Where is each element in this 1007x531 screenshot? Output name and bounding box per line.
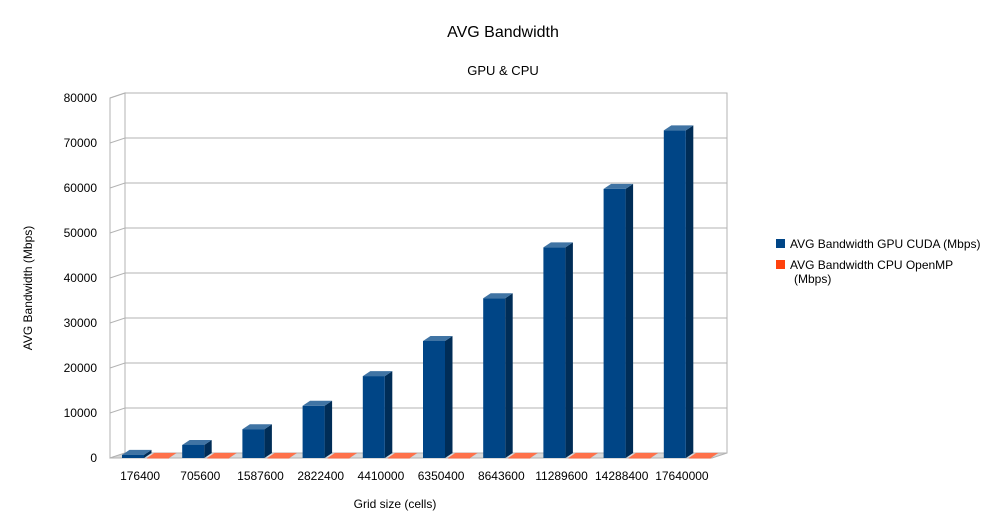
x-tick-label: 11289600 (535, 469, 588, 483)
gpu-bar (483, 293, 513, 458)
y-tick-label: 10000 (64, 406, 98, 420)
cpu-bar (628, 452, 659, 459)
legend-label: AVG Bandwidth GPU CUDA (Mbps) (790, 237, 981, 251)
x-tick-label: 14288400 (595, 469, 649, 483)
cpu-bar (508, 452, 538, 459)
y-axis-title: AVG Bandwidth (Mbps) (21, 226, 35, 351)
chart-subtitle: GPU & CPU (467, 63, 539, 78)
gridline (109, 317, 727, 324)
cpu-bar (387, 452, 418, 459)
y-tick-label: 30000 (64, 316, 98, 330)
legend-swatch (776, 260, 785, 269)
legend-label: AVG Bandwidth CPU OpenMP (Mbps) (790, 258, 953, 286)
x-tick-label: 705600 (180, 469, 220, 483)
y-tick-label: 20000 (64, 361, 98, 375)
gpu-bar (122, 449, 152, 458)
gpu-bar (663, 125, 694, 459)
gridline (109, 362, 727, 369)
y-tick-label: 70000 (64, 136, 98, 150)
y-tick-label: 40000 (64, 271, 98, 285)
gridline (109, 272, 727, 279)
x-tick-label: 1587600 (237, 469, 284, 483)
plot-area: 0 10000 20000 30000 40000 50000 60000 70000 8000… (64, 91, 728, 483)
x-tick-label: 2822400 (297, 469, 344, 483)
gridline (109, 92, 727, 99)
x-tick-label: 8643600 (478, 469, 525, 483)
gpu-bar (302, 400, 333, 458)
gpu-bar (182, 439, 212, 458)
gridline (109, 182, 727, 189)
gridline (109, 227, 727, 234)
cpu-bar (688, 452, 719, 459)
gpu-bar (423, 336, 453, 458)
x-tick-label: 17640000 (655, 469, 709, 483)
legend-swatch (776, 239, 785, 248)
gpu-bar (603, 183, 634, 458)
y-tick-label: 80000 (64, 91, 98, 105)
gpu-bar (242, 424, 272, 458)
x-tick-label: 176400 (120, 469, 160, 483)
y-tick-label: 50000 (64, 226, 98, 240)
y-tick-label: 60000 (64, 181, 98, 195)
gridline (109, 407, 727, 414)
cpu-bar (267, 452, 297, 459)
legend: AVG Bandwidth GPU CUDA (Mbps) AVG Bandwid… (776, 237, 981, 286)
cpu-bar (147, 452, 177, 459)
gpu-bar (362, 371, 393, 458)
legend-item: AVG Bandwidth CPU OpenMP (Mbps) (776, 258, 953, 286)
legend-item: AVG Bandwidth GPU CUDA (Mbps) (776, 237, 981, 251)
x-tick-label: 6350400 (418, 469, 465, 483)
cpu-bar (448, 452, 478, 459)
y-tick-label: 0 (90, 451, 97, 465)
gpu-bar (543, 242, 573, 458)
cpu-bar (207, 452, 237, 459)
x-tick-label: 4410000 (358, 469, 405, 483)
chart-title: AVG Bandwidth (447, 24, 559, 41)
cpu-bar (327, 452, 358, 459)
cpu-bar (568, 452, 598, 459)
x-axis-title: Grid size (cells) (354, 497, 437, 511)
gridline (109, 137, 727, 144)
